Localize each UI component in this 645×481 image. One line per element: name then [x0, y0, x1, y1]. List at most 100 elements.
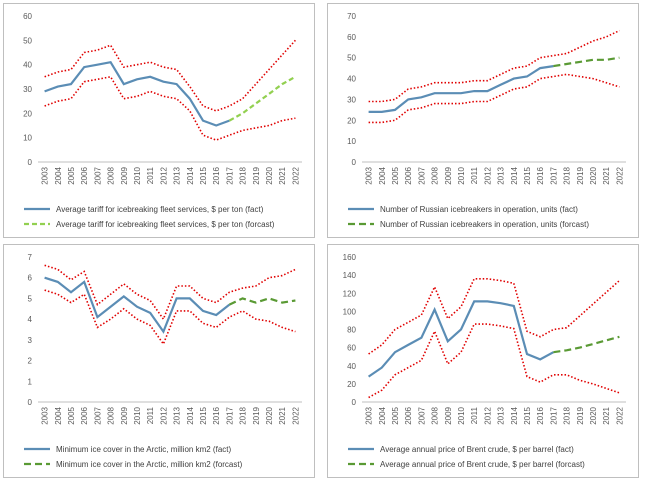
y-tick-label: 4: [28, 315, 33, 324]
x-tick-label: 2018: [563, 406, 572, 424]
y-tick-label: 40: [347, 362, 356, 371]
chart-panel-tariff: 0 10 20 30 40 50 60 2003 2004 2005 2006 2007 2008 200…: [3, 3, 315, 238]
y-tick-label: 30: [23, 85, 32, 94]
x-tick-label: 2010: [133, 166, 142, 184]
y-tick-label: 120: [343, 289, 357, 298]
x-tick-label: 2008: [107, 406, 116, 424]
legend-label: Minimum ice cover in the Arctic, million…: [56, 445, 231, 454]
x-tick-label: 2013: [497, 406, 506, 424]
y-tick-label: 0: [352, 158, 357, 167]
y-tick-label: 10: [347, 137, 356, 146]
y-tick-label: 6: [28, 274, 33, 283]
x-tick-label: 2021: [602, 406, 611, 424]
x-tick-label: 2007: [93, 406, 102, 424]
x-tick-label: 2009: [444, 406, 453, 424]
series-line-upper: [44, 264, 296, 321]
x-tick-label: 2015: [199, 166, 208, 184]
x-tick-label: 2017: [549, 166, 558, 184]
chart-panel-ice-cover: 0 1 2 3 4 5 6 7 2003 2004 2005 2006 2007 2008 2009 2010…: [3, 244, 315, 478]
y-tick-label: 50: [347, 54, 356, 63]
legend-label: Number of Russian icebreakers in operati…: [380, 205, 578, 214]
x-tick-label: 2010: [457, 166, 466, 184]
x-tick-label: 2012: [483, 166, 492, 184]
series-line-upper: [44, 39, 296, 112]
y-tick-label: 5: [28, 294, 33, 303]
x-tick-label: 2020: [265, 166, 274, 184]
y-tick-label: 20: [347, 116, 356, 125]
x-tick-label: 2018: [563, 166, 572, 184]
x-tick-label: 2015: [523, 166, 532, 184]
x-tick-label: 2011: [146, 166, 155, 184]
series-line-fact: [44, 276, 231, 334]
x-tick-label: 2020: [589, 406, 598, 424]
x-tick-label: 2003: [41, 406, 50, 424]
x-tick-label: 2011: [470, 406, 479, 424]
x-tick-label: 2014: [510, 406, 519, 424]
series-line-upper: [368, 29, 620, 103]
x-tick-label: 2017: [225, 406, 234, 424]
x-tick-label: 2019: [576, 166, 585, 184]
x-tick-label: 2013: [497, 166, 506, 184]
chart-svg: 0 10 20 30 40 50 60 2003 2004 2005 2006 2007 2008 200…: [23, 12, 302, 229]
x-tick-label: 2021: [278, 166, 287, 184]
x-tick-label: 2009: [120, 406, 129, 424]
x-tick-label: 2021: [278, 406, 287, 424]
legend-label: Minimum ice cover in the Arctic, million…: [56, 460, 243, 469]
series-line-forecast: [228, 297, 296, 306]
chart-svg: 0 1 2 3 4 5 6 7 2003 2004 2005 2006 2007 2008 2009 2010…: [24, 253, 302, 469]
series-line-fact: [368, 65, 554, 114]
x-tick-label: 2007: [93, 166, 102, 184]
x-tick-label: 2013: [173, 406, 182, 424]
y-tick-label: 0: [28, 398, 33, 407]
x-tick-label: 2012: [483, 406, 492, 424]
x-tick-label: 2011: [146, 406, 155, 424]
x-tick-label: 2008: [431, 406, 440, 424]
chart-panel-icebreakers: 0 10 20 30 40 50 60 70 2003 2004 2005 2006 2007 2008 2…: [327, 3, 639, 238]
x-tick-label: 2009: [444, 166, 453, 184]
x-tick-label: 2018: [239, 406, 248, 424]
y-tick-label: 10: [23, 134, 32, 143]
y-tick-label: 60: [23, 12, 32, 21]
y-tick-label: 0: [352, 398, 357, 407]
x-tick-label: 2005: [67, 166, 76, 184]
x-tick-label: 2009: [120, 166, 129, 184]
x-tick-label: 2011: [470, 166, 479, 184]
x-tick-label: 2015: [199, 406, 208, 424]
y-tick-label: 40: [23, 61, 32, 70]
x-tick-label: 2022: [615, 406, 624, 424]
y-tick-label: 140: [343, 271, 357, 280]
x-tick-label: 2007: [417, 166, 426, 184]
x-tick-label: 2017: [549, 406, 558, 424]
x-tick-label: 2019: [252, 406, 261, 424]
x-tick-label: 2004: [54, 406, 63, 424]
x-tick-label: 2006: [404, 166, 413, 184]
x-tick-label: 2019: [576, 406, 585, 424]
x-tick-label: 2003: [41, 166, 50, 184]
y-tick-label: 40: [347, 75, 356, 84]
legend-label: Average tariff for icebreaking fleet ser…: [56, 220, 275, 229]
x-tick-label: 2005: [391, 166, 400, 184]
legend-label: Number of Russian icebreakers in operati…: [380, 220, 589, 229]
x-tick-label: 2014: [510, 166, 519, 184]
x-tick-label: 2005: [391, 406, 400, 424]
x-tick-label: 2005: [67, 406, 76, 424]
series-line-upper: [368, 277, 620, 355]
series-line-fact: [44, 60, 230, 127]
x-tick-label: 2016: [536, 166, 545, 184]
x-tick-label: 2020: [265, 406, 274, 424]
y-tick-label: 20: [23, 109, 32, 118]
y-tick-label: 160: [343, 253, 357, 262]
x-tick-label: 2004: [54, 166, 63, 184]
y-tick-label: 80: [347, 326, 356, 335]
legend-label: Average annual price of Brent crude, $ p…: [380, 460, 585, 469]
x-tick-label: 2016: [212, 166, 221, 184]
x-tick-label: 2018: [239, 166, 248, 184]
x-tick-label: 2006: [80, 166, 89, 184]
y-tick-label: 60: [347, 344, 356, 353]
series-line-lower: [368, 73, 620, 124]
y-tick-label: 3: [28, 336, 33, 345]
x-tick-label: 2016: [212, 406, 221, 424]
series-line-fact: [367, 300, 554, 378]
x-tick-label: 2003: [365, 406, 374, 424]
x-tick-label: 2014: [186, 406, 195, 424]
